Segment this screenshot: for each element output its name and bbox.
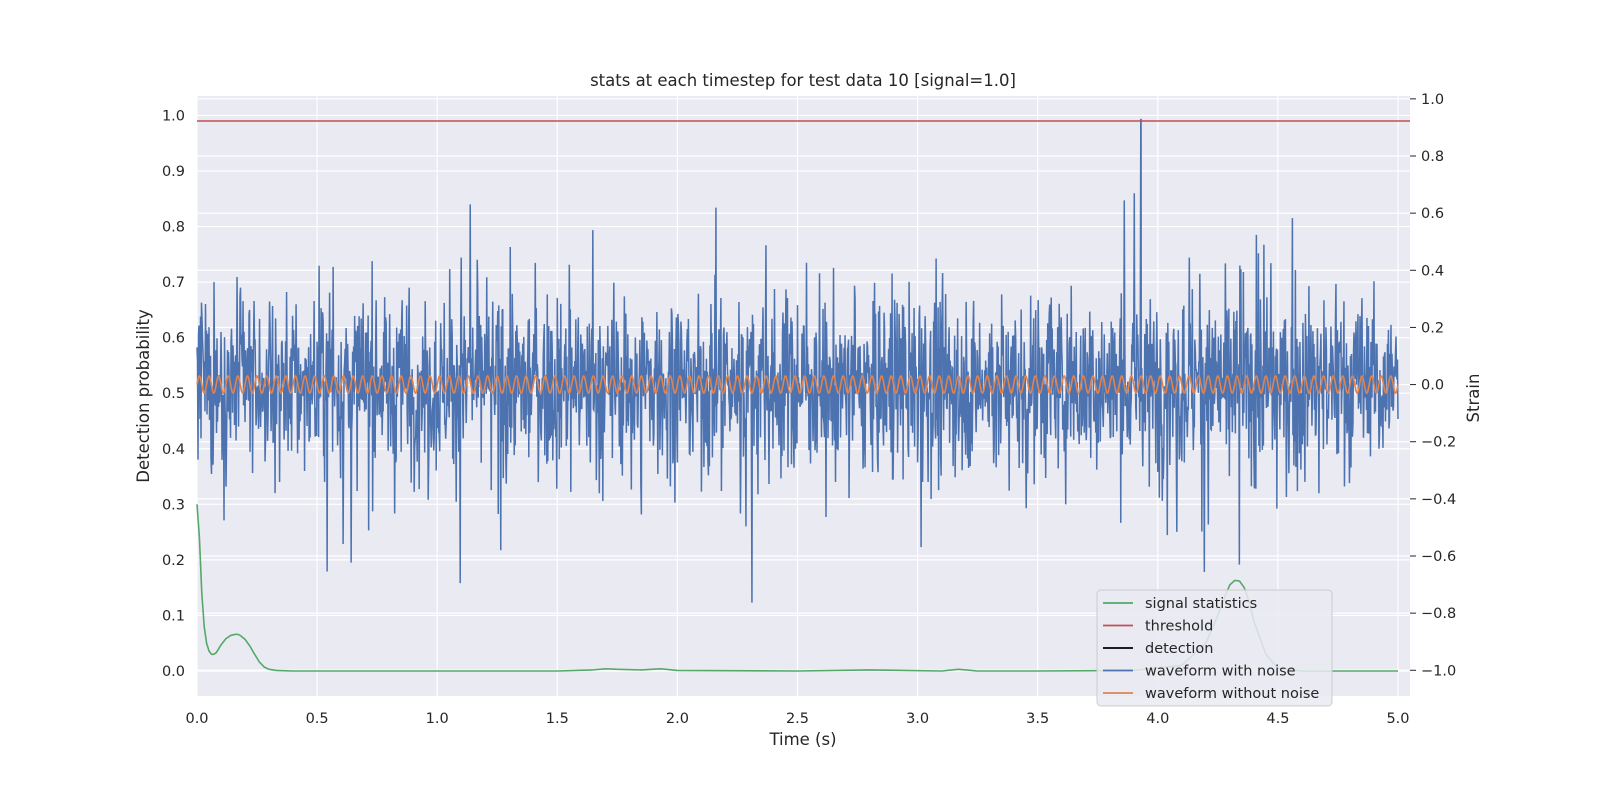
y-tick-label-right: 1.0 — [1421, 92, 1444, 108]
y-tick-label-left: 0.4 — [162, 442, 185, 458]
legend-box — [1096, 589, 1333, 707]
y-axis-label-left: Detection probability — [134, 309, 153, 483]
x-tick-label: 2.5 — [786, 711, 809, 727]
y-tick-label-right: 0.0 — [1421, 378, 1444, 394]
series-signal-statistics — [196, 504, 1398, 672]
y-tick-label-left: 0.3 — [162, 497, 185, 513]
y-tick-label-right: −0.8 — [1421, 606, 1456, 622]
y-tick-label-left: 1.0 — [162, 108, 185, 124]
y-tick-label-left: 0.2 — [162, 553, 185, 569]
x-tick-label: 4.5 — [1266, 711, 1289, 727]
series-waveform-without-noise — [196, 375, 1399, 395]
legend-entry: threshold — [1145, 619, 1213, 635]
x-tick-label: 5.0 — [1386, 711, 1409, 727]
y-tick-label-right: 0.2 — [1421, 320, 1444, 336]
series-waveform-with-noise — [196, 118, 1399, 603]
x-tick-label: 2.0 — [666, 711, 689, 727]
y-tick-label-left: 0.9 — [162, 164, 185, 180]
legend-entry: detection — [1145, 641, 1213, 657]
series-layer — [196, 118, 1410, 672]
y-tick-label-right: 0.8 — [1421, 149, 1444, 165]
y-tick-label-right: −0.6 — [1421, 549, 1456, 565]
y-tick-label-right: 0.6 — [1421, 206, 1444, 222]
y-tick-label-right: −0.2 — [1421, 435, 1456, 451]
legend: signal statistics threshold detection wavef… — [1096, 589, 1333, 707]
legend-entry: signal statistics — [1145, 596, 1257, 612]
y-tick-label-right: 0.4 — [1421, 263, 1444, 279]
x-tick-label: 4.0 — [1146, 711, 1169, 727]
y-tick-label-right: −1.0 — [1421, 663, 1456, 679]
y-tick-label-left: 0.8 — [162, 220, 185, 236]
x-tick-label: 3.5 — [1026, 711, 1049, 727]
x-tick-label: 3.0 — [906, 711, 929, 727]
y-tick-label-right: −0.4 — [1421, 492, 1456, 508]
tick-labels: 0.0 0.5 1.0 1.5 2.0 2.5 3.0 3.5 4.0 4.5 5.0 0.0 0.1 0… — [162, 92, 1456, 727]
y-tick-label-left: 0.6 — [162, 331, 185, 347]
y-tick-label-left: 0.5 — [162, 386, 185, 402]
x-tick-label: 1.0 — [426, 711, 449, 727]
y-tick-label-left: 0.7 — [162, 275, 185, 291]
y-tick-label-left: 0.0 — [162, 664, 185, 680]
x-tick-label: 0.5 — [306, 711, 329, 727]
legend-entry: waveform with noise — [1145, 664, 1296, 680]
x-tick-label: 1.5 — [546, 711, 569, 727]
y-tick-label-left: 0.1 — [162, 608, 185, 624]
x-tick-label: 0.0 — [185, 711, 208, 727]
chart-title: stats at each timestep for test data 10 … — [590, 71, 1016, 90]
x-axis-label: Time (s) — [768, 730, 836, 749]
legend-entry: waveform without noise — [1145, 686, 1319, 702]
y-axis-label-right: Strain — [1464, 374, 1483, 423]
